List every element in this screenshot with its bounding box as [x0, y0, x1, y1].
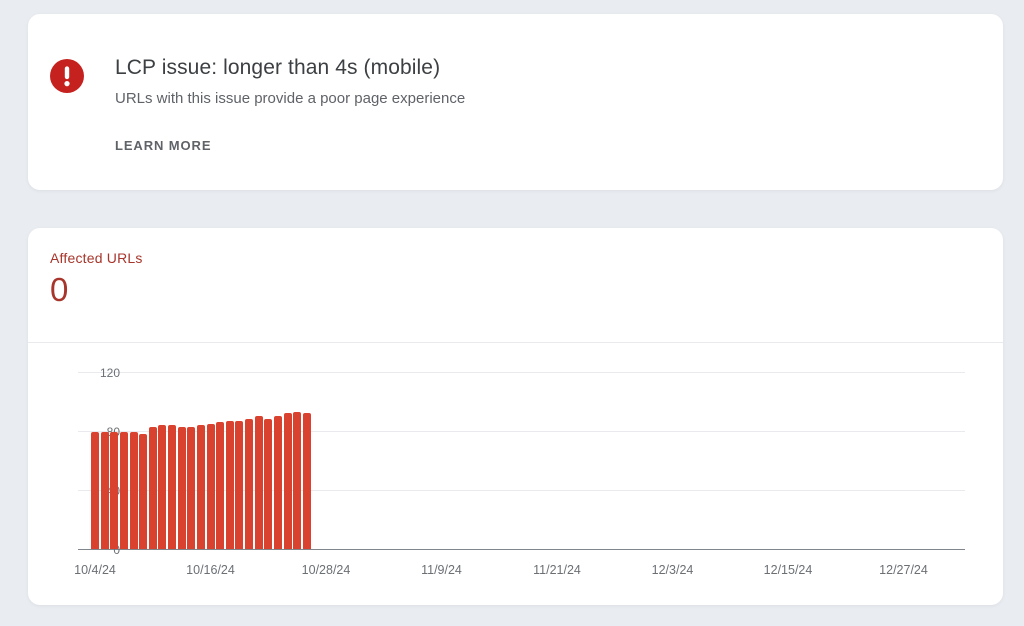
bar: [110, 432, 119, 549]
gridline-120: [78, 372, 965, 373]
bar: [119, 432, 128, 549]
bar: [273, 416, 282, 549]
y-tick-label: 120: [99, 366, 120, 380]
issue-subtitle: URLs with this issue provide a poor page…: [115, 90, 466, 107]
bar: [139, 433, 148, 549]
bar: [168, 425, 176, 549]
bar: [283, 413, 292, 549]
bar: [129, 432, 138, 549]
metric-label: Affected URLs: [50, 250, 143, 266]
x-tick-label: 10/28/24: [301, 563, 351, 577]
x-tick-label: 11/9/24: [421, 563, 462, 577]
issue-summary-card: LCP issue: longer than 4s (mobile) URLs …: [28, 14, 1003, 190]
issue-title: LCP issue: longer than 4s (mobile): [115, 56, 441, 79]
error-icon: [50, 59, 84, 93]
x-tick-label: 12/15/24: [763, 563, 813, 577]
bar: [187, 426, 196, 549]
bar: [196, 425, 205, 549]
gridline-80: [78, 431, 965, 432]
bar: [293, 411, 302, 549]
learn-more-link[interactable]: LEARN MORE: [115, 138, 212, 153]
bar: [302, 413, 311, 549]
bar: [100, 432, 109, 549]
y-tick-label: 0: [113, 543, 120, 557]
affected-urls-chart: 0408012010/4/2410/16/2410/28/2411/9/2411…: [28, 342, 1003, 605]
x-tick-label: 10/16/24: [186, 563, 235, 577]
bar: [235, 420, 244, 549]
bar: [264, 419, 273, 549]
card-divider: [28, 342, 1003, 343]
chart-plot-area: 0408012010/4/2410/16/2410/28/2411/9/2411…: [74, 366, 965, 577]
bar: [225, 420, 234, 549]
bar: [206, 423, 215, 549]
x-tick-label: 11/21/24: [533, 563, 581, 577]
affected-urls-metric-toggle[interactable]: Affected URLs 0: [50, 250, 143, 306]
bar: [91, 432, 99, 549]
gridline-40: [78, 490, 965, 491]
bar: [245, 419, 253, 549]
bar: [158, 425, 167, 549]
bar: [216, 422, 225, 549]
bar: [148, 426, 157, 549]
metric-value: 0: [50, 271, 69, 308]
x-tick-label: 10/4/24: [74, 563, 116, 577]
x-tick-label: 12/27/24: [879, 563, 928, 577]
bar: [254, 416, 263, 549]
bar: [177, 426, 186, 549]
x-tick-label: 12/3/24: [651, 563, 694, 577]
gridline-0: [78, 549, 965, 550]
affected-urls-card: Affected URLs 0 0408012010/4/2410/16/241…: [28, 228, 1003, 605]
